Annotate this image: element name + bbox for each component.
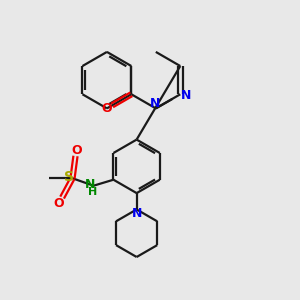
- Text: O: O: [54, 197, 64, 210]
- Text: N: N: [131, 207, 142, 220]
- Text: O: O: [71, 143, 82, 157]
- Text: H: H: [88, 187, 98, 196]
- Text: O: O: [101, 102, 112, 115]
- Text: N: N: [85, 178, 95, 191]
- Text: N: N: [180, 89, 191, 102]
- Text: N: N: [150, 97, 160, 110]
- Text: S: S: [64, 170, 74, 184]
